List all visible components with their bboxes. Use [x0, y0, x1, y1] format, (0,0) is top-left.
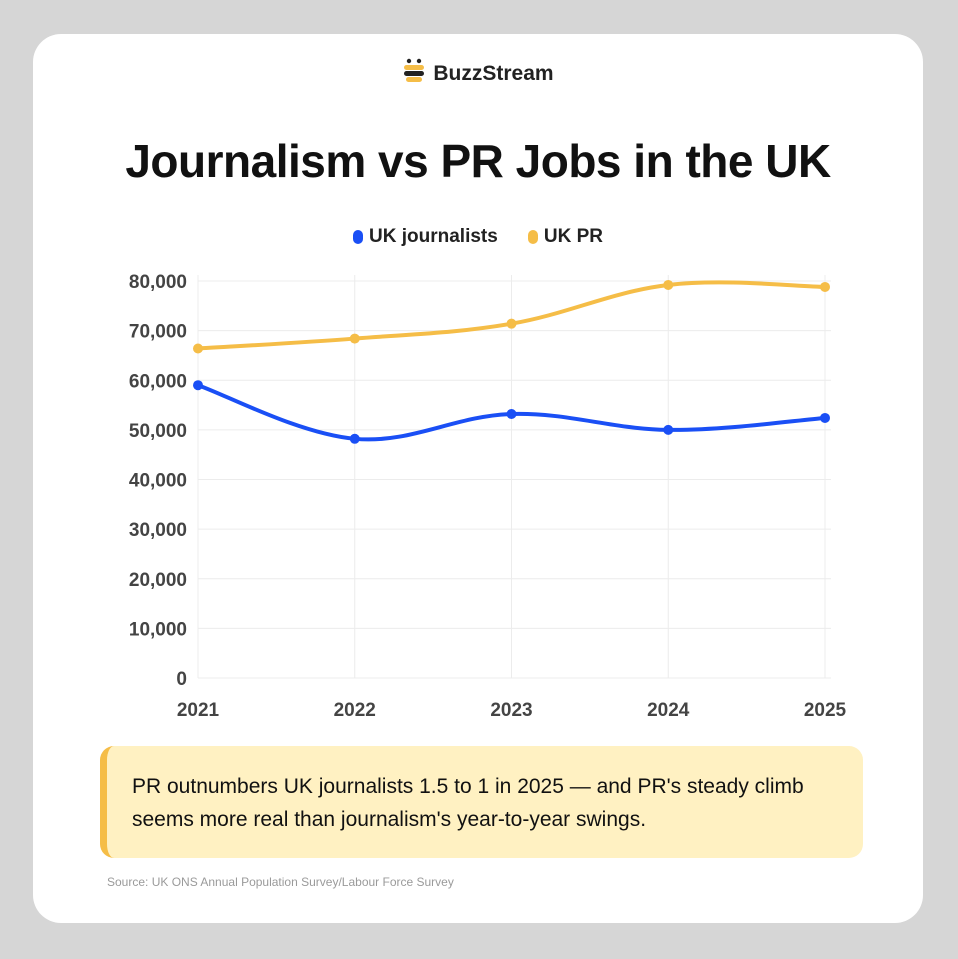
data-point-journalists — [506, 408, 517, 419]
y-tick-label: 0 — [176, 669, 187, 690]
infographic-card: BuzzStream Journalism vs PR Jobs in the … — [33, 34, 923, 923]
x-tick-label: 2022 — [334, 700, 376, 721]
data-point-journalists — [193, 380, 203, 391]
data-point-pr — [193, 343, 203, 354]
data-point-journalists — [663, 424, 674, 435]
data-point-pr — [663, 279, 674, 290]
data-point-pr — [506, 318, 517, 329]
y-tick-label: 70,000 — [129, 322, 187, 343]
legend-swatch-journalists — [353, 230, 364, 244]
x-tick-label: 2025 — [804, 700, 847, 721]
y-tick-label: 50,000 — [129, 421, 187, 442]
y-tick-label: 60,000 — [129, 371, 187, 392]
brand-name: BuzzStream — [433, 61, 554, 85]
chart-title: Journalism vs PR Jobs in the UK — [125, 135, 831, 187]
y-tick-label: 40,000 — [129, 471, 187, 492]
x-tick-label: 2024 — [647, 700, 690, 721]
line-chart: 0 10,000 20,000 30,000 40,000 50,000 60,000 70,… — [129, 272, 847, 721]
source-note: Source: UK ONS Annual Population Survey/… — [107, 875, 454, 889]
legend-label-journalists: UK journalists — [369, 226, 498, 247]
x-tick-label: 2021 — [177, 700, 220, 721]
bee-icon — [402, 58, 426, 89]
callout-text: PR outnumbers UK journalists 1.5 to 1 in… — [132, 775, 804, 831]
y-tick-label: 10,000 — [129, 619, 187, 640]
brand-logo: BuzzStream — [33, 58, 923, 89]
y-tick-label: 30,000 — [129, 520, 187, 541]
legend-item-pr: UK PR — [527, 226, 603, 248]
y-tick-label: 80,000 — [129, 272, 187, 293]
data-point-journalists — [349, 433, 360, 444]
x-tick-label: 2023 — [490, 700, 532, 721]
legend-label-pr: UK PR — [543, 226, 603, 247]
data-point-pr — [349, 333, 360, 344]
legend-item-journalists: UK journalists — [353, 226, 498, 248]
legend-swatch-pr — [527, 230, 538, 244]
data-point-journalists — [820, 412, 830, 423]
chart-legend: UK journalists UK PR — [33, 226, 923, 248]
data-point-pr — [820, 281, 830, 292]
y-tick-label: 20,000 — [129, 570, 187, 591]
callout-box: PR outnumbers UK journalists 1.5 to 1 in… — [100, 746, 863, 858]
